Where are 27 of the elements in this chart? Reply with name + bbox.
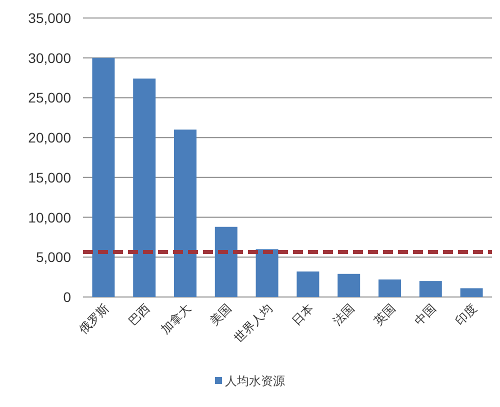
bar bbox=[92, 58, 115, 297]
x-tick-label: 日本 bbox=[289, 301, 316, 328]
y-tick-label: 10,000 bbox=[28, 209, 72, 226]
bar bbox=[419, 281, 442, 297]
y-tick-label: 15,000 bbox=[28, 169, 72, 186]
y-tick-label: 5,000 bbox=[36, 249, 72, 266]
x-tick-label: 法国 bbox=[330, 301, 357, 328]
bar bbox=[174, 130, 196, 297]
y-tick-label: 25,000 bbox=[28, 90, 72, 106]
y-tick-label: 0 bbox=[63, 289, 72, 305]
x-tick-label: 印度 bbox=[452, 301, 480, 328]
y-tick-label: 20,000 bbox=[28, 130, 72, 146]
legend-label: 人均水资源 bbox=[225, 374, 285, 388]
bar bbox=[133, 78, 156, 297]
bar bbox=[256, 249, 278, 297]
bar bbox=[214, 226, 238, 297]
bar bbox=[378, 279, 401, 297]
x-tick-label: 巴西 bbox=[126, 301, 152, 328]
bar bbox=[460, 288, 483, 297]
x-tick-label: 俄罗斯 bbox=[76, 301, 112, 337]
y-tick-label: 35,000 bbox=[28, 10, 72, 26]
bar bbox=[296, 271, 320, 297]
y-tick-label: 30,000 bbox=[28, 50, 72, 66]
x-tick-label: 英国 bbox=[371, 301, 398, 328]
x-tick-label: 加拿大 bbox=[158, 301, 194, 337]
bar bbox=[338, 274, 360, 297]
x-tick-label: 中国 bbox=[412, 301, 439, 328]
